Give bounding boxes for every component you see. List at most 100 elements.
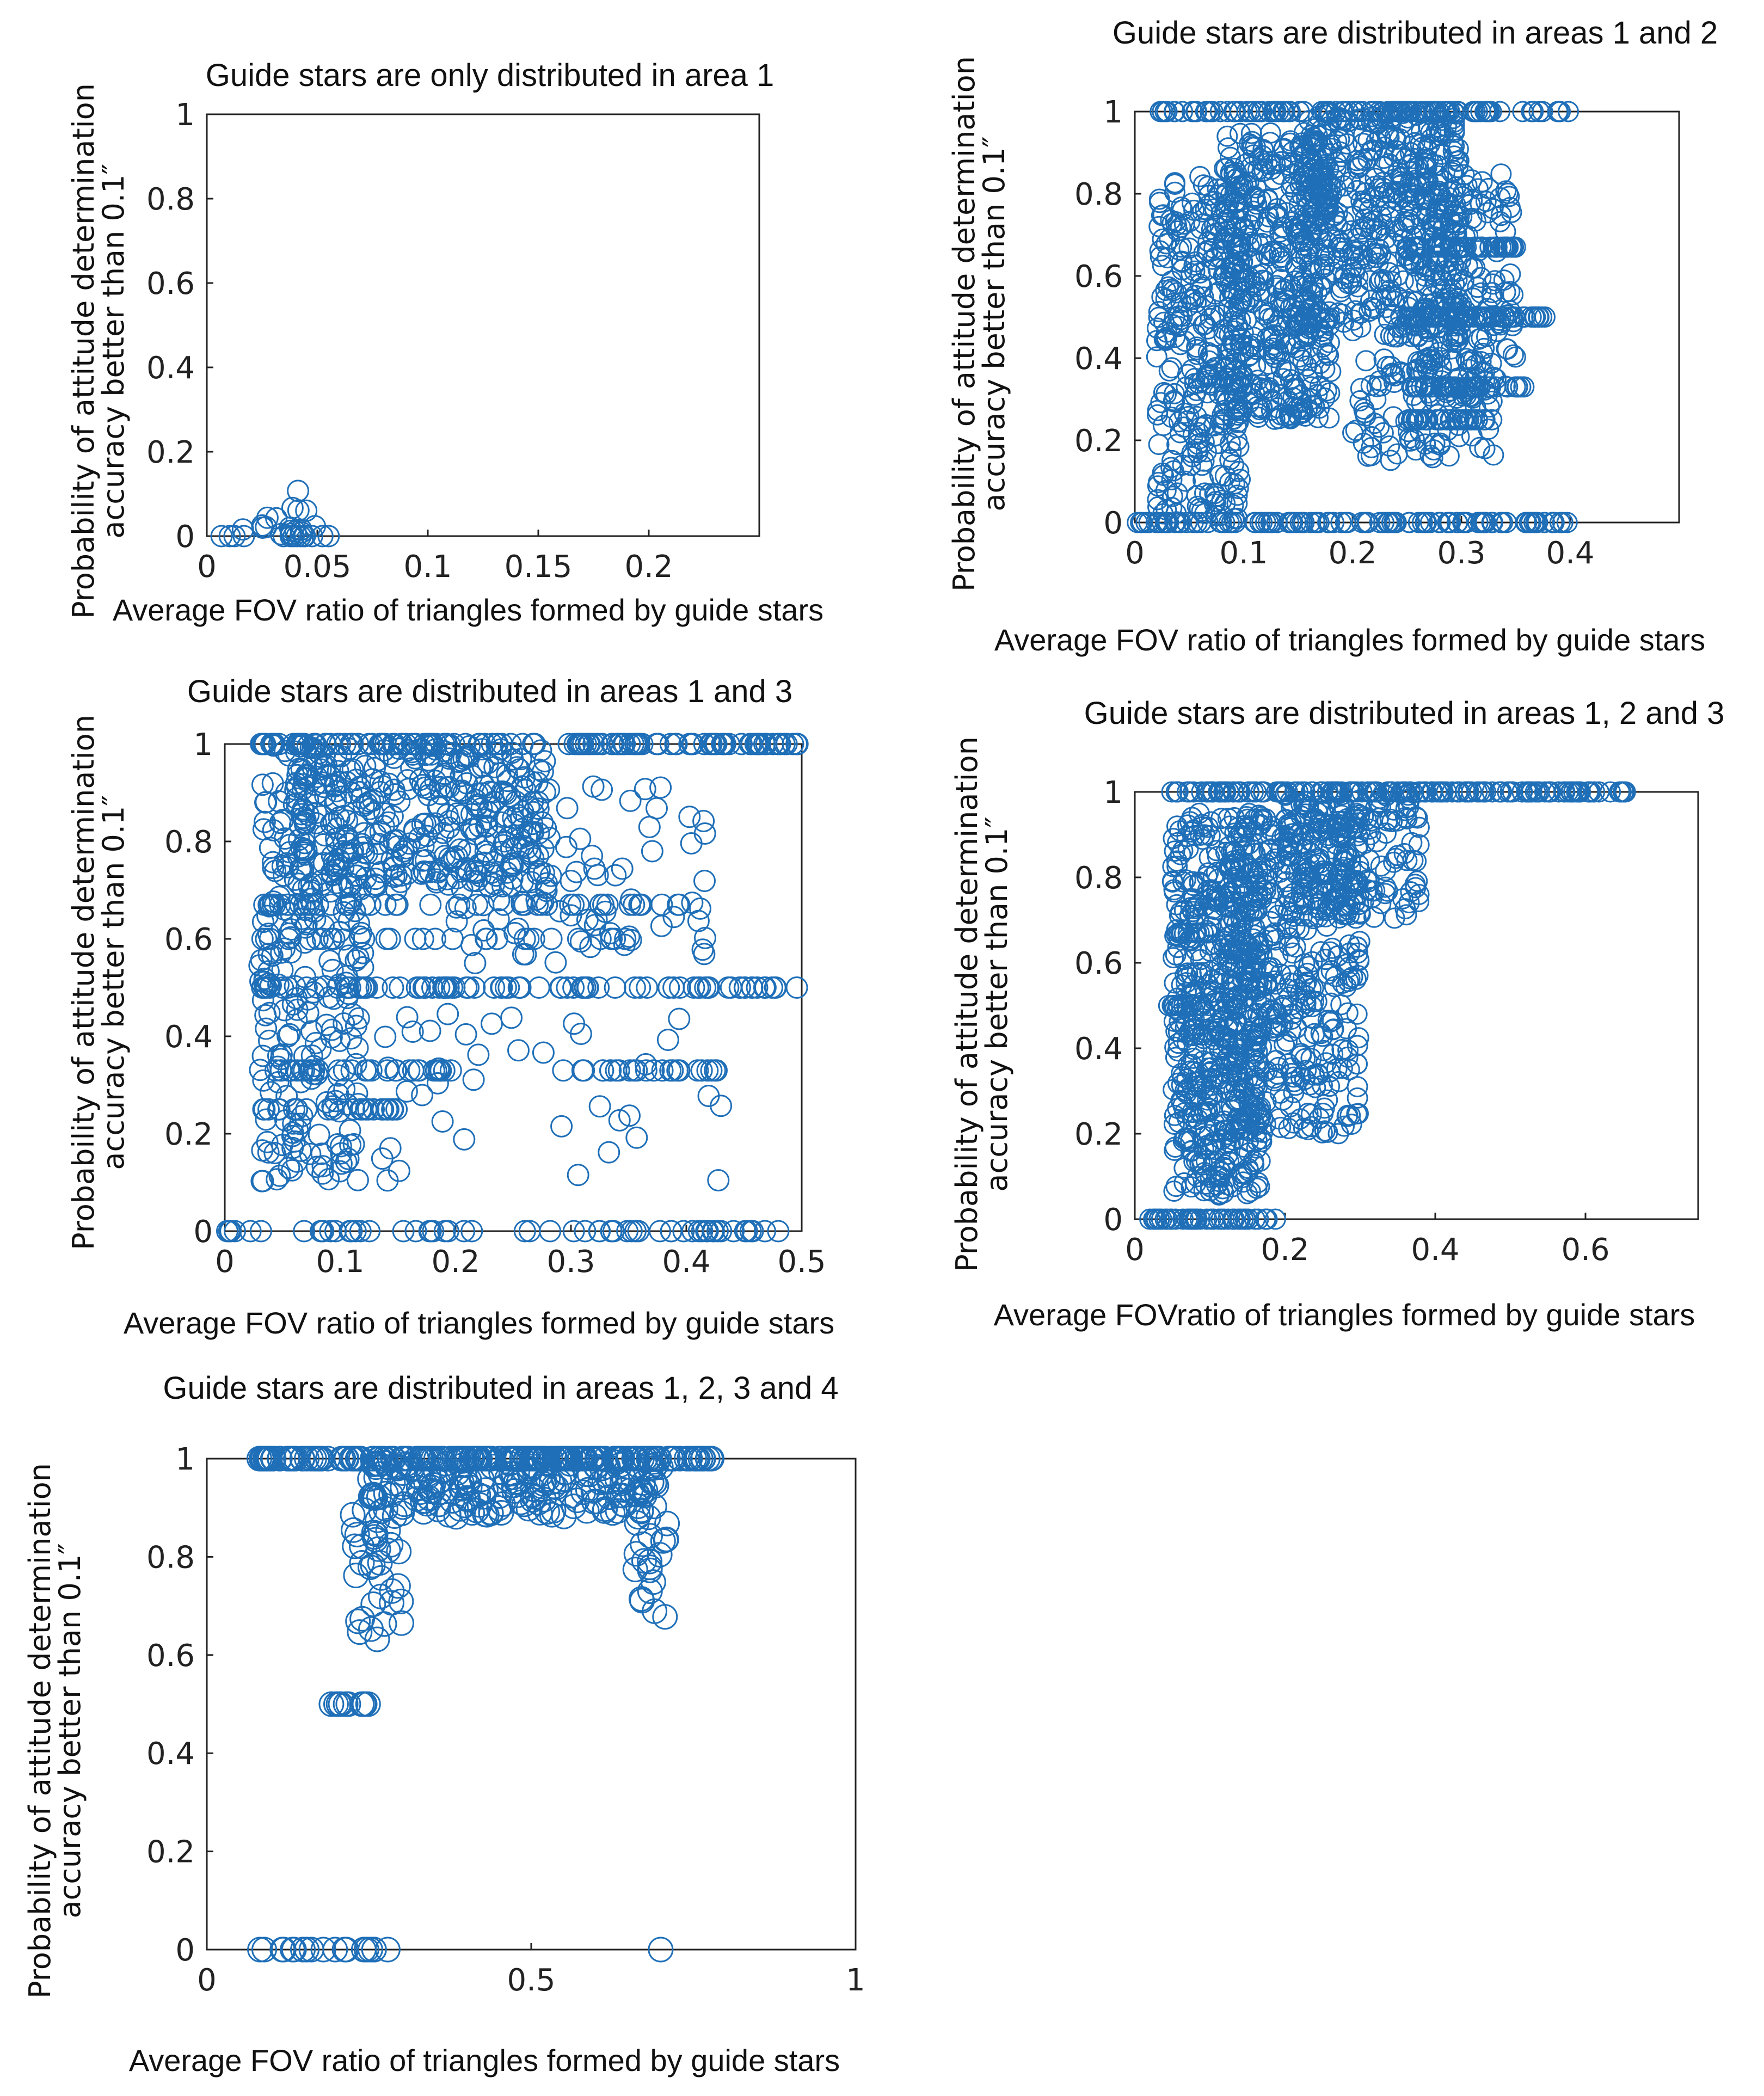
x-axis-label: Average FOV ratio of triangles formed by… xyxy=(994,623,1705,657)
data-point xyxy=(1218,137,1239,159)
data-point xyxy=(454,1023,477,1046)
data-point xyxy=(1214,158,1236,180)
data-point xyxy=(1149,240,1171,262)
data-point xyxy=(1375,284,1397,306)
x-tick-label: 0 xyxy=(197,1963,217,1998)
data-point xyxy=(1355,350,1377,372)
data-point xyxy=(297,1001,319,1024)
data-point xyxy=(1278,155,1300,176)
data-point xyxy=(1436,260,1457,281)
data-point xyxy=(319,1220,342,1243)
data-point xyxy=(722,1220,745,1243)
data-point xyxy=(1146,317,1168,339)
y-tick-label: 0.4 xyxy=(1074,1031,1123,1067)
data-point xyxy=(1228,296,1250,318)
data-point xyxy=(1171,236,1193,258)
plot-area: 0 0.5 100.20.40.60.81 xyxy=(146,1442,865,1998)
data-point xyxy=(507,1039,530,1062)
data-point xyxy=(1490,205,1512,226)
x-tick-label: 0 xyxy=(1125,536,1145,571)
data-point xyxy=(1155,480,1177,501)
data-point xyxy=(1292,185,1313,206)
data-point xyxy=(1239,101,1261,122)
y-tick-label: 0.8 xyxy=(146,182,195,217)
data-point xyxy=(1373,512,1394,533)
data-point xyxy=(1251,269,1273,291)
data-point xyxy=(322,811,345,834)
data-point xyxy=(1213,229,1234,251)
data-point xyxy=(249,1220,272,1243)
x-tick-label: 0.3 xyxy=(1437,536,1485,571)
data-point xyxy=(1181,442,1203,464)
panel-areas-1-3: Guide stars are distributed in areas 1 a… xyxy=(66,674,834,1340)
data-point xyxy=(645,733,668,755)
data-point xyxy=(1194,482,1215,504)
data-point xyxy=(464,952,487,974)
data-point xyxy=(1150,101,1171,122)
data-point xyxy=(1161,469,1183,490)
data-point xyxy=(1357,110,1379,132)
data-point xyxy=(1333,311,1355,333)
data-point xyxy=(1227,202,1249,224)
data-point xyxy=(311,1162,334,1185)
data-point xyxy=(1330,512,1352,533)
data-point xyxy=(1227,477,1249,499)
data-point xyxy=(1490,236,1512,258)
data-point xyxy=(573,1059,595,1082)
data-point xyxy=(527,976,550,999)
y-axis-label: Probability of attitude determination ac… xyxy=(66,83,131,619)
data-point xyxy=(1391,143,1412,165)
data-point xyxy=(1378,124,1399,146)
data-point xyxy=(1405,409,1427,431)
y-tick-label: 0.4 xyxy=(1074,341,1123,377)
data-point xyxy=(707,1169,730,1191)
x-axis-label: Average FOVratio of triangles formed by … xyxy=(994,1298,1695,1332)
data-point xyxy=(1212,404,1233,426)
data-point xyxy=(1370,288,1392,310)
data-point xyxy=(1443,376,1465,398)
data-point xyxy=(567,733,589,755)
data-point xyxy=(1325,157,1347,179)
y-tick-label: 0.4 xyxy=(146,351,195,386)
data-point xyxy=(223,525,246,548)
data-point xyxy=(1147,404,1168,426)
data-point xyxy=(295,499,318,522)
data-point xyxy=(1429,432,1451,454)
y-tick-label: 0.4 xyxy=(164,1019,213,1055)
data-point xyxy=(1452,236,1474,258)
x-tick-label: 0.5 xyxy=(777,1244,826,1280)
y-axis-label-line2: accuracy better than 0.1″ xyxy=(977,136,1011,511)
data-point xyxy=(1305,118,1327,139)
data-point xyxy=(1293,156,1315,178)
y-axis-label-line2: accuracy better than 0.1″ xyxy=(980,816,1014,1191)
data-point xyxy=(1251,232,1273,254)
data-point xyxy=(1370,206,1392,228)
data-point xyxy=(1302,173,1324,195)
data-point xyxy=(1269,408,1290,429)
data-point xyxy=(1431,236,1453,258)
data-point xyxy=(1243,333,1264,355)
data-point xyxy=(557,733,580,755)
data-point xyxy=(1321,183,1342,205)
data-point xyxy=(1335,264,1356,285)
data-point xyxy=(1153,382,1175,403)
data-point xyxy=(1347,157,1368,179)
data-point xyxy=(1273,368,1294,390)
y-tick-label: 1 xyxy=(193,727,213,763)
data-point xyxy=(1222,408,1244,430)
data-point xyxy=(1345,420,1367,441)
data-point xyxy=(386,893,409,916)
data-point xyxy=(457,976,480,999)
data-point xyxy=(1292,132,1313,154)
data-point xyxy=(1485,376,1507,398)
data-point xyxy=(1216,101,1238,122)
data-point xyxy=(581,845,604,867)
data-point xyxy=(1170,334,1191,355)
data-point xyxy=(1205,485,1227,507)
data-point xyxy=(1429,121,1451,143)
data-point xyxy=(1243,101,1264,122)
data-point xyxy=(224,1220,246,1243)
data-point xyxy=(522,733,545,755)
data-point xyxy=(745,733,768,755)
